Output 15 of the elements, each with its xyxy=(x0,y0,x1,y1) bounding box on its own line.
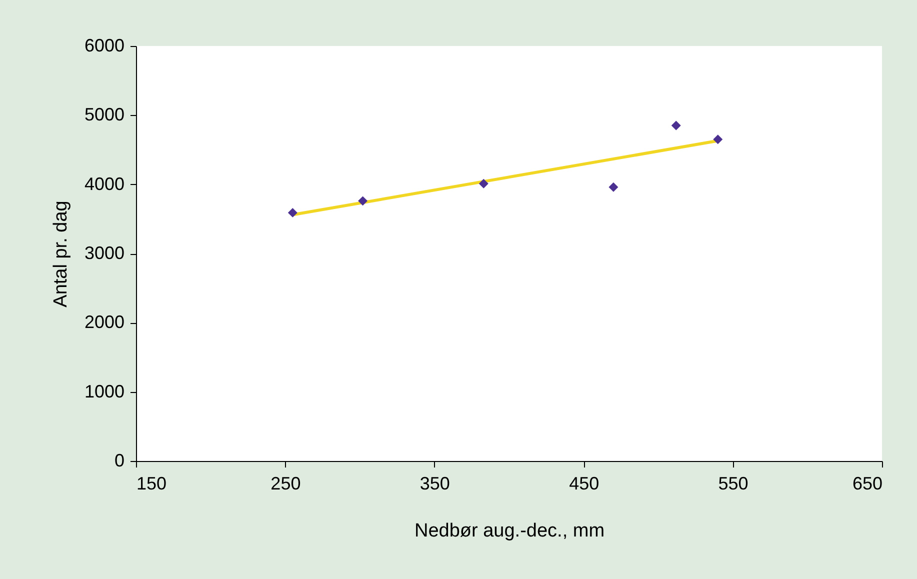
y-axis-title: Antal pr. dag xyxy=(50,200,72,308)
x-tick-label: 350 xyxy=(420,474,450,494)
x-tick-label: 550 xyxy=(718,474,748,494)
y-tick-label: 5000 xyxy=(84,104,124,125)
x-axis-title: Nedbør aug.-dec., mm xyxy=(414,520,605,542)
y-tick-label: 1000 xyxy=(84,381,124,402)
x-tick-label: 450 xyxy=(569,474,600,494)
x-tick-label: 650 xyxy=(852,474,882,494)
y-tick-label: 2000 xyxy=(84,312,124,332)
y-tick-label: 0 xyxy=(114,450,124,470)
y-tick-label: 6000 xyxy=(84,36,124,56)
x-tick-label: 250 xyxy=(270,474,301,494)
y-tick-label: 3000 xyxy=(84,243,124,263)
x-tick-label: 150 xyxy=(136,474,167,494)
y-tick-label: 4000 xyxy=(84,174,124,194)
